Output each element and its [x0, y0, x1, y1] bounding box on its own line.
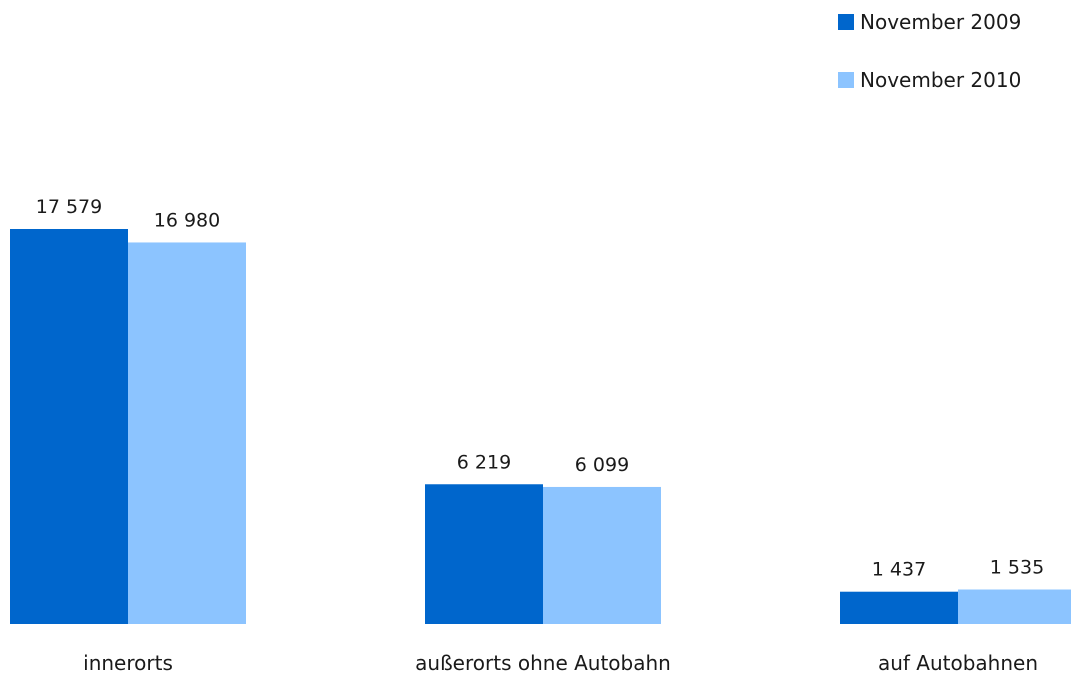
value-label-2-3: 1 535 [990, 557, 1044, 579]
bar-2-2 [543, 486, 661, 624]
bar-2-3 [958, 589, 1071, 624]
value-label-2-2: 6 099 [575, 454, 629, 476]
bar-1-3 [840, 591, 958, 624]
value-label-1-2: 6 219 [457, 451, 511, 473]
bar-1-2 [425, 484, 543, 624]
legend: November 2009 November 2010 [838, 8, 1021, 124]
bars-group [10, 229, 1071, 624]
value-label-2-1: 16 980 [154, 209, 220, 231]
category-label-2: außerorts ohne Autobahn [415, 651, 671, 675]
legend-label-series-1: November 2009 [860, 10, 1022, 34]
category-label-3: auf Autobahnen [878, 651, 1038, 675]
category-labels-group: innerorts außerorts ohne Autobahn auf Auto… [83, 651, 1038, 675]
bar-2-1 [128, 242, 246, 624]
legend-swatch-series-2 [838, 72, 854, 88]
value-labels-group: 17 579 16 980 6 219 6 099 1 437 1 535 [36, 196, 1044, 581]
bar-1-1 [10, 229, 128, 624]
legend-swatch-series-1 [838, 14, 854, 30]
legend-item-series-2: November 2010 [838, 66, 1021, 94]
value-label-1-1: 17 579 [36, 196, 102, 218]
legend-item-series-1: November 2009 [838, 8, 1021, 36]
value-label-1-3: 1 437 [872, 559, 926, 581]
category-label-1: innerorts [83, 651, 173, 675]
legend-label-series-2: November 2010 [860, 68, 1022, 92]
